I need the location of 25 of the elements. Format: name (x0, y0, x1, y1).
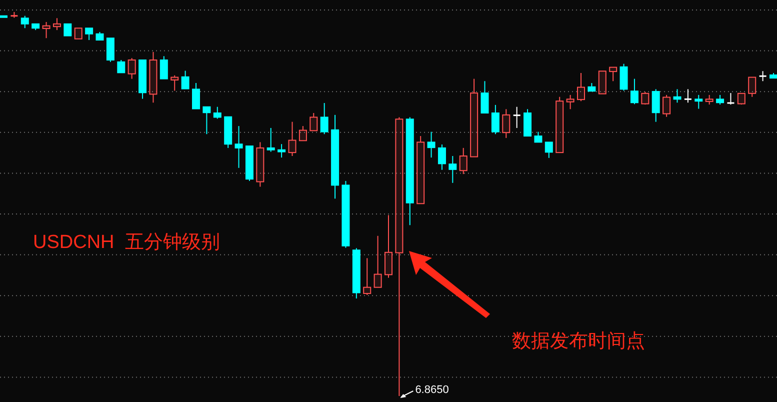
candlestick (331, 114, 340, 200)
candlestick (170, 74, 179, 92)
candlestick (502, 108, 510, 138)
candlestick (705, 94, 714, 106)
candlestick (149, 51, 158, 104)
candlestick (128, 58, 136, 80)
annotation: 6.8650 (415, 384, 449, 396)
candlestick (684, 88, 692, 104)
candlestick (42, 21, 50, 39)
candlestick (727, 92, 734, 106)
candlestick (577, 72, 585, 102)
candlestick (288, 121, 296, 156)
candlestick (566, 94, 574, 110)
annotation: USDCNH 五分钟级别 (33, 232, 220, 253)
candlestick (256, 142, 264, 188)
candlestick (427, 131, 436, 158)
candlestick (384, 214, 392, 278)
candlestick (459, 147, 468, 175)
candlestick (448, 156, 457, 184)
candlestick (513, 106, 520, 128)
candlestick (52, 18, 61, 31)
candlestick (363, 258, 372, 296)
annotation: 数据发布时间点 (512, 331, 645, 352)
candlestick (759, 70, 766, 82)
candlestick (234, 126, 243, 168)
